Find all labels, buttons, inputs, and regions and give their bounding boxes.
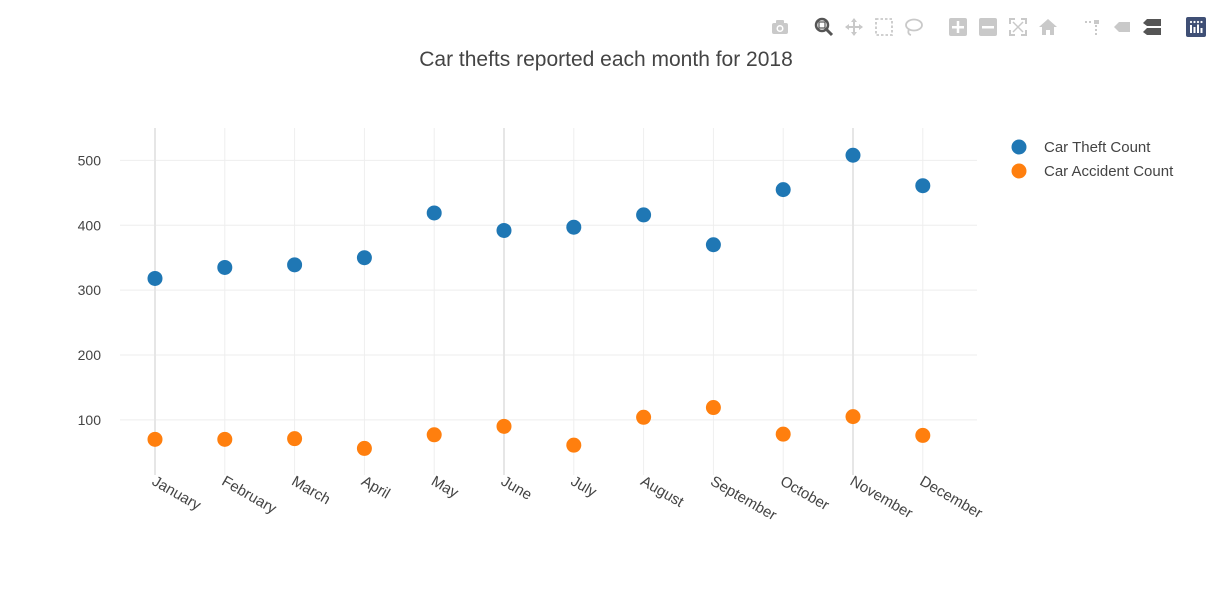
car-theft-point[interactable] [775,182,791,198]
camera-button[interactable] [767,14,793,40]
car-theft-point[interactable] [915,178,931,194]
y-tick-label: 400 [78,217,102,233]
spike-lines-button[interactable] [1079,14,1105,40]
x-tick-label: February [219,473,280,518]
pan-icon [845,18,863,36]
hover-compare-button[interactable] [1139,14,1165,40]
car-theft-point[interactable] [356,250,372,266]
y-tick-label: 100 [78,412,102,428]
car-accident-point[interactable] [915,427,931,443]
zoom-in-button[interactable] [945,14,971,40]
hover-closest-icon [1114,22,1130,32]
box-select-icon [875,18,893,36]
box-select-button[interactable] [871,14,897,40]
x-tick-label: November [847,473,915,522]
car-accident-point[interactable] [775,426,791,442]
autoscale-icon [1009,18,1027,36]
modebar-group [1079,14,1165,40]
x-tick-labels: January February March April May June July Augu… [149,473,985,524]
x-tick-label: May [428,473,461,502]
hover-closest-button[interactable] [1109,14,1135,40]
car-accident-point[interactable] [845,409,861,425]
car-accident-point[interactable] [287,431,303,447]
lasso-select-icon [905,18,923,36]
car-accident-point[interactable] [217,431,233,447]
x-tick-label: October [777,473,832,514]
car-theft-point[interactable] [705,237,721,253]
legend-marker[interactable] [1011,139,1027,155]
modebar-group [811,14,927,40]
reset-axes-icon [1039,19,1057,35]
modebar-group [945,14,1061,40]
car-accident-point[interactable] [147,431,163,447]
zoom-in-icon [949,18,967,36]
y-tick-label: 500 [78,152,102,168]
reset-axes-button[interactable] [1035,14,1061,40]
data-points [147,147,931,456]
car-theft-point[interactable] [426,205,442,221]
car-theft-point[interactable] [287,257,303,273]
x-tick-label: March [289,473,334,509]
car-theft-point[interactable] [496,222,512,238]
zoom-out-button[interactable] [975,14,1001,40]
x-tick-label: August [638,473,688,511]
car-theft-point[interactable] [845,147,861,163]
y-tick-label: 200 [78,347,102,363]
autoscale-button[interactable] [1005,14,1031,40]
car-theft-point[interactable] [636,207,652,223]
x-tick-label: December [917,473,985,522]
plotly-logo-button[interactable] [1183,14,1209,40]
hover-compare-icon [1143,19,1161,35]
car-accident-point[interactable] [705,400,721,416]
zoom-button[interactable] [811,14,837,40]
modebar-group [1183,14,1209,40]
pan-button[interactable] [841,14,867,40]
spike-lines-icon [1085,20,1099,35]
x-tick-label: January [149,473,204,515]
modebar-group [767,14,793,40]
car-theft-point[interactable] [566,219,582,235]
legend-marker[interactable] [1011,163,1027,179]
car-accident-point[interactable] [426,427,442,443]
car-accident-point[interactable] [356,440,372,456]
car-theft-point[interactable] [147,270,163,286]
car-theft-point[interactable] [217,259,233,275]
x-gridlines [154,128,924,475]
y-gridlines [120,159,977,421]
plotly-logo-icon [1186,17,1206,37]
chart-title: Car thefts reported each month for 2018 [419,48,793,71]
x-tick-label: September [707,473,779,524]
car-accident-point[interactable] [496,418,512,434]
x-tick-label: June [498,473,535,504]
legend: Car Theft Count Car Accident Count [1011,139,1174,180]
car-accident-point[interactable] [636,409,652,425]
x-tick-label: April [358,473,392,503]
x-tick-label: July [568,473,600,501]
legend-label[interactable]: Car Theft Count [1044,139,1151,156]
car-accident-point[interactable] [566,437,582,453]
y-tick-labels: 100 200 300 400 500 [78,152,102,427]
camera-icon [772,20,788,34]
modebar-toolbar [755,14,1209,40]
y-tick-label: 300 [78,282,102,298]
zoom-out-icon [979,18,997,36]
lasso-select-button[interactable] [901,14,927,40]
zoom-icon [814,17,834,37]
legend-label[interactable]: Car Accident Count [1044,163,1174,180]
